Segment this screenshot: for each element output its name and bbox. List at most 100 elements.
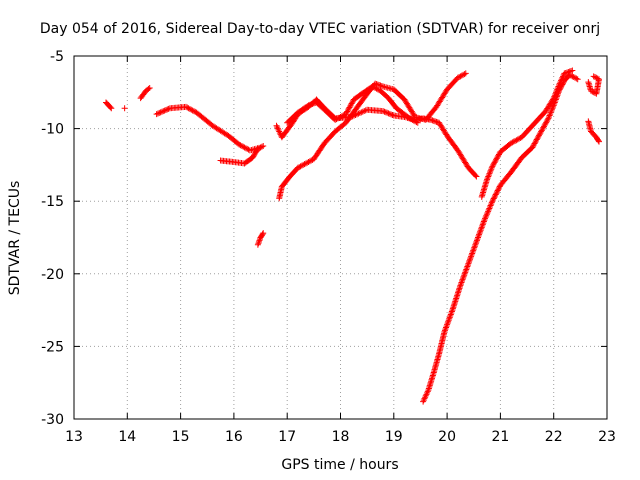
data-point <box>160 108 167 115</box>
data-point <box>469 250 476 257</box>
data-point <box>257 144 264 151</box>
data-point <box>254 241 261 248</box>
data-point <box>409 116 416 123</box>
data-point <box>491 194 498 201</box>
data-point <box>472 240 479 247</box>
data-point <box>389 111 396 118</box>
data-point <box>256 145 263 152</box>
data-point <box>462 269 469 276</box>
x-tick-label: 21 <box>491 429 509 445</box>
data-point <box>538 127 545 134</box>
data-point <box>480 218 487 225</box>
data-point <box>446 314 453 321</box>
data-point <box>447 312 454 319</box>
data-point <box>107 104 114 111</box>
data-point <box>380 108 387 115</box>
y-tick-label: -25 <box>41 339 64 355</box>
data-point <box>588 87 595 94</box>
data-point <box>275 127 282 134</box>
data-point <box>457 73 464 80</box>
data-point <box>493 190 500 197</box>
data-point <box>258 143 265 150</box>
data-point <box>480 219 487 226</box>
data-point <box>529 144 536 151</box>
data-point <box>242 145 249 152</box>
data-point <box>490 195 497 202</box>
data-point <box>294 164 301 171</box>
x-tick-labels: 13 14 15 16 17 18 19 20 21 22 23 <box>65 429 616 445</box>
data-point <box>162 107 169 114</box>
data-point <box>547 109 554 116</box>
data-point <box>476 231 483 238</box>
data-point <box>347 101 354 108</box>
data-point <box>482 214 489 221</box>
data-point <box>349 99 356 106</box>
y-tick-label: -20 <box>41 267 64 283</box>
data-point <box>146 84 153 91</box>
y-tick-label: -5 <box>50 49 64 65</box>
data-point <box>466 257 473 264</box>
data-point <box>306 158 313 165</box>
data-point <box>372 84 379 91</box>
data-point <box>154 110 161 117</box>
data-point <box>596 76 603 83</box>
data-point <box>406 115 413 122</box>
data-point <box>442 325 449 332</box>
data-point <box>388 111 395 118</box>
data-point <box>145 85 152 92</box>
data-point <box>552 90 559 97</box>
data-point <box>300 161 307 168</box>
data-point <box>543 118 550 125</box>
data-point <box>555 83 562 90</box>
data-point <box>334 115 341 122</box>
data-point <box>458 72 465 79</box>
data-point <box>468 253 475 260</box>
data-point <box>491 159 498 166</box>
data-point <box>550 103 557 110</box>
data-point <box>475 233 482 240</box>
data-point <box>486 170 493 177</box>
data-point <box>472 172 479 179</box>
data-point <box>464 262 471 269</box>
data-point <box>553 87 560 94</box>
data-point <box>255 238 262 245</box>
data-point <box>465 260 472 267</box>
x-axis-label: GPS time / hours <box>281 457 398 473</box>
data-point <box>121 105 128 112</box>
data-point <box>490 196 497 203</box>
data-point <box>276 128 283 135</box>
data-point <box>471 243 478 250</box>
data-point <box>445 318 452 325</box>
data-point <box>358 109 365 116</box>
data-point <box>514 136 521 143</box>
data-point <box>487 169 494 176</box>
data-point <box>108 105 115 112</box>
data-point <box>462 70 469 77</box>
data-point <box>540 124 547 131</box>
data-point <box>474 235 481 242</box>
data-point <box>475 234 482 241</box>
x-tick-label: 20 <box>438 429 456 445</box>
data-point <box>572 74 579 81</box>
data-point <box>424 388 431 395</box>
data-point <box>456 74 463 81</box>
data-point <box>356 110 363 117</box>
data-point <box>545 113 552 120</box>
data-point <box>244 145 251 152</box>
data-point <box>237 142 244 149</box>
data-point <box>530 141 537 148</box>
data-point <box>513 137 520 144</box>
data-point <box>345 105 352 112</box>
data-point <box>468 251 475 258</box>
data-point <box>274 124 281 131</box>
data-point <box>445 317 452 324</box>
data-point <box>343 109 350 116</box>
data-point <box>595 137 602 144</box>
data-point <box>274 125 281 132</box>
data-point <box>478 224 485 231</box>
data-point <box>448 308 455 315</box>
data-point <box>494 188 501 195</box>
data-point <box>473 173 480 180</box>
data-point <box>298 162 305 169</box>
